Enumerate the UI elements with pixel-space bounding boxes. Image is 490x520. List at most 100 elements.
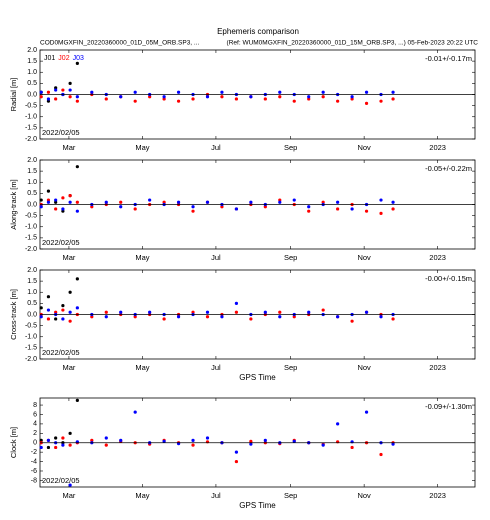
data-point: [148, 310, 152, 314]
data-point: [292, 439, 296, 443]
annotation: -0.01+/-0.17m: [425, 54, 472, 63]
data-point: [263, 310, 267, 314]
data-point: [39, 95, 43, 99]
y-tick-label: 2.0: [27, 157, 37, 164]
y-tick-label: -0.5: [25, 322, 37, 329]
start-date-label: 2022/02/05: [42, 348, 80, 357]
data-point: [54, 436, 58, 440]
data-point: [321, 95, 325, 99]
data-point: [278, 198, 282, 202]
data-point: [249, 317, 253, 321]
data-point: [191, 209, 195, 213]
data-point: [249, 439, 253, 443]
title: Ephemeris comparison: [217, 27, 299, 36]
data-point: [68, 88, 72, 92]
y-tick-label: 0.5: [27, 80, 37, 87]
data-point: [39, 306, 43, 310]
data-point: [263, 438, 267, 442]
data-point: [391, 207, 395, 211]
data-point: [90, 438, 94, 442]
data-point: [176, 99, 181, 103]
data-point: [162, 439, 166, 443]
data-point: [61, 196, 65, 200]
y-tick-label: 0: [33, 440, 37, 447]
data-point: [61, 209, 65, 213]
data-point: [61, 308, 65, 312]
y-tick-label: 8: [33, 402, 37, 409]
annotation: -0.05+/-0.22m: [425, 164, 472, 173]
data-point: [75, 306, 79, 310]
data-point: [350, 95, 354, 99]
data-point: [46, 317, 51, 321]
data-point: [39, 315, 43, 319]
y-tick-label: 1.5: [27, 168, 37, 175]
data-point: [336, 99, 340, 103]
x-tick-label: Sep: [284, 253, 297, 262]
data-point: [307, 97, 311, 101]
data-point: [205, 95, 210, 99]
data-point: [39, 198, 43, 202]
x-tick-label: Sep: [284, 491, 297, 500]
data-point: [220, 315, 224, 319]
annotation: -0.00+/-0.15m: [425, 274, 472, 283]
data-point: [249, 200, 253, 204]
data-point: [278, 95, 282, 99]
data-point: [75, 209, 79, 213]
data-point: [307, 310, 311, 314]
data-point: [46, 189, 51, 193]
y-axis-label: Along-track [m]: [9, 179, 18, 229]
data-point: [336, 315, 340, 319]
data-point: [54, 310, 58, 314]
data-point: [61, 88, 65, 92]
y-tick-label: -1.0: [25, 224, 37, 231]
data-point: [162, 95, 166, 99]
data-point: [278, 315, 282, 319]
data-point: [119, 200, 123, 204]
data-point: [364, 90, 369, 94]
data-point: [234, 207, 239, 211]
y-tick-label: 0.0: [27, 91, 37, 98]
data-point: [176, 200, 181, 204]
x-tick-label: Mar: [62, 143, 75, 152]
data-point: [75, 99, 79, 103]
data-point: [119, 95, 123, 99]
data-point: [336, 422, 340, 426]
subtitle-right: (Ref: WUM0MGXFIN_20220360000_01D_15M_ORB…: [227, 40, 479, 47]
y-tick-label: -1.0: [25, 114, 37, 121]
y-tick-label: 0.5: [27, 190, 37, 197]
data-point: [54, 88, 58, 92]
data-point: [68, 194, 72, 198]
y-axis-label: Clock [m]: [9, 427, 18, 458]
data-point: [68, 483, 72, 487]
x-axis-label: GPS Time: [239, 373, 276, 382]
data-point: [46, 99, 51, 103]
data-point: [249, 95, 253, 99]
data-point: [391, 97, 395, 101]
data-point: [75, 165, 79, 169]
data-point: [162, 97, 166, 101]
data-point: [75, 61, 79, 65]
subtitle-left: COD0MGXFIN_20220360000_01D_05M_ORB.SP3, …: [40, 40, 200, 47]
data-point: [104, 310, 108, 314]
data-point: [234, 310, 239, 314]
data-point: [90, 205, 94, 209]
data-point: [205, 310, 210, 314]
data-point: [54, 200, 58, 204]
x-tick-label: Nov: [357, 253, 371, 262]
x-tick-label: Sep: [284, 143, 297, 152]
x-tick-label: Mar: [62, 363, 75, 372]
data-point: [68, 81, 72, 85]
x-tick-label: Jul: [211, 491, 221, 500]
data-point: [39, 205, 43, 209]
data-point: [350, 319, 354, 323]
start-date-label: 2022/02/05: [42, 476, 80, 485]
annotation: -0.09+/-1.30m: [425, 402, 472, 411]
data-point: [391, 317, 395, 321]
y-tick-label: -1.5: [25, 125, 37, 132]
y-tick-label: -0.5: [25, 212, 37, 219]
data-point: [292, 198, 296, 202]
y-tick-label: -2.0: [25, 246, 37, 253]
y-tick-label: 2.0: [27, 267, 37, 274]
